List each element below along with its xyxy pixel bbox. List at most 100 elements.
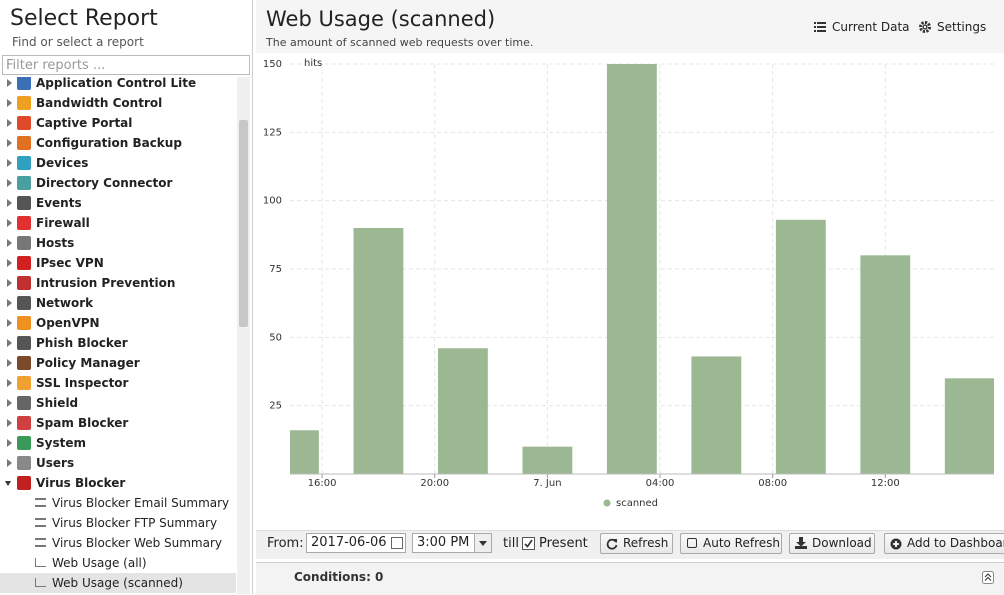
collapse-icon[interactable] [982,571,994,584]
expand-arrow[interactable] [7,279,12,287]
tree-item[interactable]: Policy Manager [0,353,236,373]
y-tick-label: 125 [263,127,282,138]
y-tick-label: 75 [269,264,282,275]
tree-item[interactable]: Network [0,293,236,313]
tree-item[interactable]: Events [0,193,236,213]
auto-refresh-button[interactable]: Auto Refresh [680,533,782,554]
expand-arrow[interactable] [7,439,12,447]
app-icon [17,156,31,170]
expand-arrow[interactable] [7,79,12,87]
time-field[interactable]: 3:00 PM [412,533,492,553]
expand-arrow[interactable] [7,419,12,427]
bar [860,255,911,474]
calendar-icon[interactable] [391,537,403,549]
app-icon [17,316,31,330]
tree-item[interactable]: Virus Blocker [0,473,236,493]
current-data-button[interactable]: Current Data [832,20,910,34]
expand-arrow[interactable] [7,319,12,327]
bar [944,378,994,474]
app-icon [17,96,31,110]
report-icon [35,578,46,587]
expand-arrow[interactable] [7,339,12,347]
tree-item[interactable]: SSL Inspector [0,373,236,393]
expand-arrow[interactable] [7,99,12,107]
report-icon [35,538,46,547]
app-icon [17,256,31,270]
expand-arrow[interactable] [7,119,12,127]
app-icon [17,356,31,370]
tree-label: IPsec VPN [36,256,104,270]
tree-item[interactable]: Hosts [0,233,236,253]
expand-arrow[interactable] [7,459,12,467]
conditions-bar [256,562,1004,595]
expand-arrow[interactable] [7,179,12,187]
report-subtitle: The amount of scanned web requests over … [266,36,534,49]
settings-button[interactable]: Settings [937,20,987,34]
sidebar-subtitle: Find or select a report [12,35,144,49]
y-axis-label: hits [304,58,322,69]
app-icon [17,396,31,410]
expand-arrow[interactable] [7,399,12,407]
tree-child[interactable]: Virus Blocker Web Summary [0,533,236,553]
tree-child[interactable]: Virus Blocker Email Summary [0,493,236,513]
app-icon [17,376,31,390]
conditions-label[interactable]: Conditions: 0 [294,570,384,584]
expand-arrow[interactable] [7,199,12,207]
tree-item[interactable]: Application Control Lite [0,77,236,93]
filter-input[interactable]: Filter reports ... [2,55,250,75]
bar [775,219,826,474]
time-dropdown[interactable] [474,534,491,552]
expand-arrow[interactable] [7,379,12,387]
tree-item[interactable]: Intrusion Prevention [0,273,236,293]
present-checkbox[interactable] [522,537,535,550]
bar [353,228,404,474]
tree-child[interactable]: Web Usage (scanned) [0,573,236,593]
tree-item[interactable]: OpenVPN [0,313,236,333]
tree-child[interactable]: Virus Blocker FTP Summary [0,513,236,533]
app-icon [17,416,31,430]
expand-arrow[interactable] [7,239,12,247]
expand-arrow[interactable] [7,219,12,227]
tree-item[interactable]: Shield [0,393,236,413]
tree-item[interactable]: Bandwidth Control [0,93,236,113]
download-button[interactable]: Download [789,533,875,554]
tree-item[interactable]: Firewall [0,213,236,233]
expand-arrow[interactable] [5,481,11,486]
tree-item[interactable]: Devices [0,153,236,173]
x-tick-label: 16:00 [308,478,337,489]
x-tick-label: 04:00 [646,478,675,489]
till-label: till [503,536,519,551]
y-tick-label: 150 [263,59,282,70]
tree-item[interactable]: Directory Connector [0,173,236,193]
refresh-button[interactable]: Refresh [600,533,673,554]
tree-item[interactable]: IPsec VPN [0,253,236,273]
app-icon [17,236,31,250]
tree-item[interactable]: Captive Portal [0,113,236,133]
tree-label: Virus Blocker Web Summary [52,536,223,550]
add-dashboard-button[interactable]: Add to Dashboard [884,533,1004,554]
tree-item[interactable]: System [0,433,236,453]
tree-label: OpenVPN [36,316,100,330]
date-field[interactable]: 2017-06-06 [306,533,406,553]
tree-item[interactable]: Spam Blocker [0,413,236,433]
expand-arrow[interactable] [7,159,12,167]
tree-item[interactable]: Users [0,453,236,473]
expand-arrow[interactable] [7,299,12,307]
tree-item[interactable]: Configuration Backup [0,133,236,153]
tree-child[interactable]: Web Usage (all) [0,553,236,573]
legend-label: scanned [616,498,658,509]
expand-arrow[interactable] [7,259,12,267]
tree-label: Virus Blocker Email Summary [52,496,230,510]
scroll-thumb[interactable] [239,120,248,327]
app-icon [17,136,31,150]
from-label: From: [267,536,304,551]
expand-arrow[interactable] [7,139,12,147]
expand-arrow[interactable] [7,359,12,367]
tree-item[interactable]: Phish Blocker [0,333,236,353]
present-label: Present [539,536,588,551]
app-icon [17,196,31,210]
tree-label: Policy Manager [36,356,140,370]
report-icon [35,518,46,527]
date-value: 2017-06-06 [311,535,387,550]
